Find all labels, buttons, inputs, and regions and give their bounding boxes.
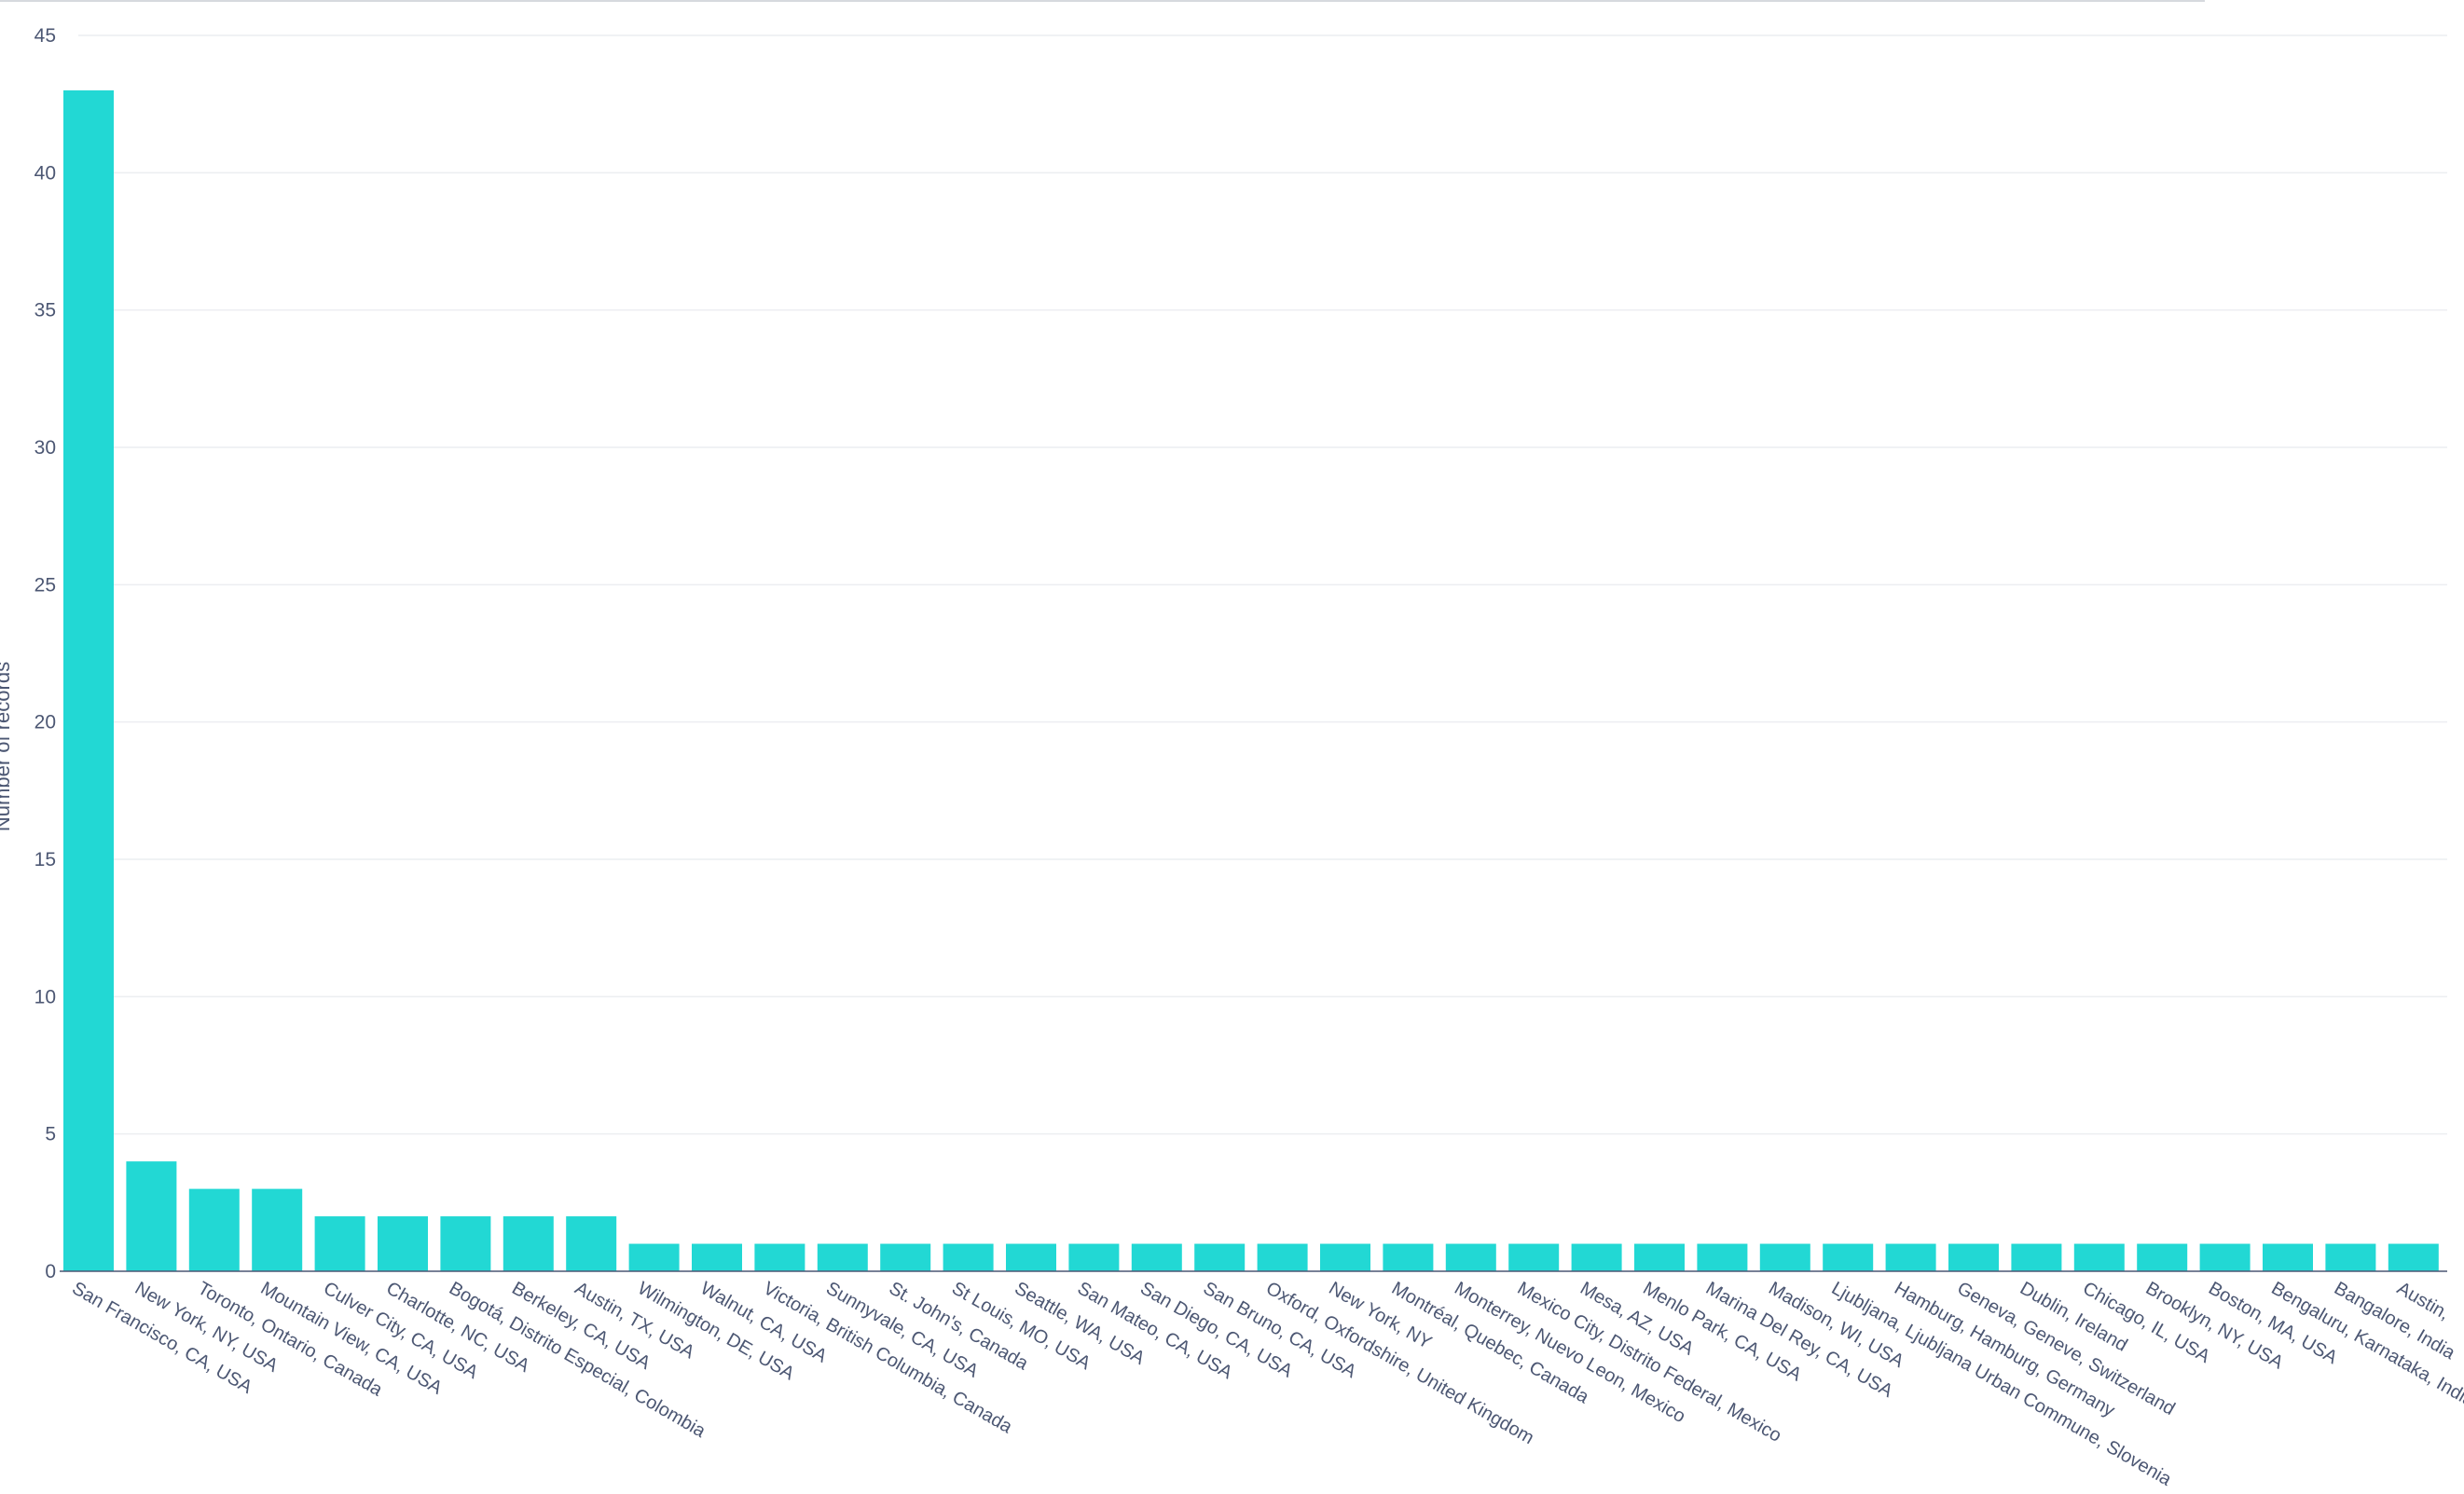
top-divider [0, 0, 2205, 2]
bar[interactable] [126, 1161, 176, 1271]
bar[interactable] [1886, 1244, 1936, 1271]
bar[interactable] [2263, 1244, 2313, 1271]
bar[interactable] [1508, 1244, 1559, 1271]
bar[interactable] [2200, 1244, 2251, 1271]
bar[interactable] [2137, 1244, 2187, 1271]
bar[interactable] [1194, 1244, 1245, 1271]
bar[interactable] [1258, 1244, 1308, 1271]
bar[interactable] [1634, 1244, 1685, 1271]
bar[interactable] [2074, 1244, 2125, 1271]
bar[interactable] [1572, 1244, 1622, 1271]
bar[interactable] [440, 1216, 490, 1271]
bar[interactable] [252, 1189, 302, 1271]
bar[interactable] [1697, 1244, 1747, 1271]
bar[interactable] [1823, 1244, 1873, 1271]
bar[interactable] [503, 1216, 554, 1271]
y-tick-label: 30 [34, 437, 56, 459]
y-axis-title: Number of records [0, 662, 14, 831]
bar[interactable] [1383, 1244, 1433, 1271]
bar[interactable] [315, 1216, 365, 1271]
bar[interactable] [1760, 1244, 1810, 1271]
bar[interactable] [880, 1244, 930, 1271]
y-tick-label: 0 [45, 1261, 56, 1282]
bar[interactable] [2011, 1244, 2061, 1271]
bar[interactable] [692, 1244, 742, 1271]
bar[interactable] [1068, 1244, 1119, 1271]
y-tick-label: 25 [34, 574, 56, 596]
y-tick-label: 40 [34, 162, 56, 184]
y-tick-label: 20 [34, 712, 56, 733]
bar[interactable] [1948, 1244, 1999, 1271]
y-tick-label: 15 [34, 849, 56, 870]
bar[interactable] [1006, 1244, 1056, 1271]
bars [63, 90, 2439, 1271]
y-tick-label: 35 [34, 300, 56, 322]
y-tick-label: 5 [45, 1124, 56, 1145]
bar[interactable] [2388, 1244, 2439, 1271]
bar[interactable] [629, 1244, 680, 1271]
y-tick-label: 10 [34, 986, 56, 1007]
bar[interactable] [754, 1244, 805, 1271]
bar[interactable] [818, 1244, 868, 1271]
y-tick-label: 45 [34, 25, 56, 47]
bar[interactable] [566, 1216, 616, 1271]
bar[interactable] [943, 1244, 994, 1271]
bar[interactable] [1320, 1244, 1370, 1271]
bar[interactable] [1132, 1244, 1182, 1271]
bar[interactable] [189, 1189, 240, 1271]
bar[interactable] [378, 1216, 428, 1271]
bar[interactable] [63, 90, 114, 1271]
gridlines [78, 35, 2447, 1134]
bar[interactable] [2325, 1244, 2375, 1271]
bar[interactable] [1446, 1244, 1496, 1271]
y-axis-ticks: 0 5 10 15 20 25 30 35 40 45 [34, 25, 56, 1282]
